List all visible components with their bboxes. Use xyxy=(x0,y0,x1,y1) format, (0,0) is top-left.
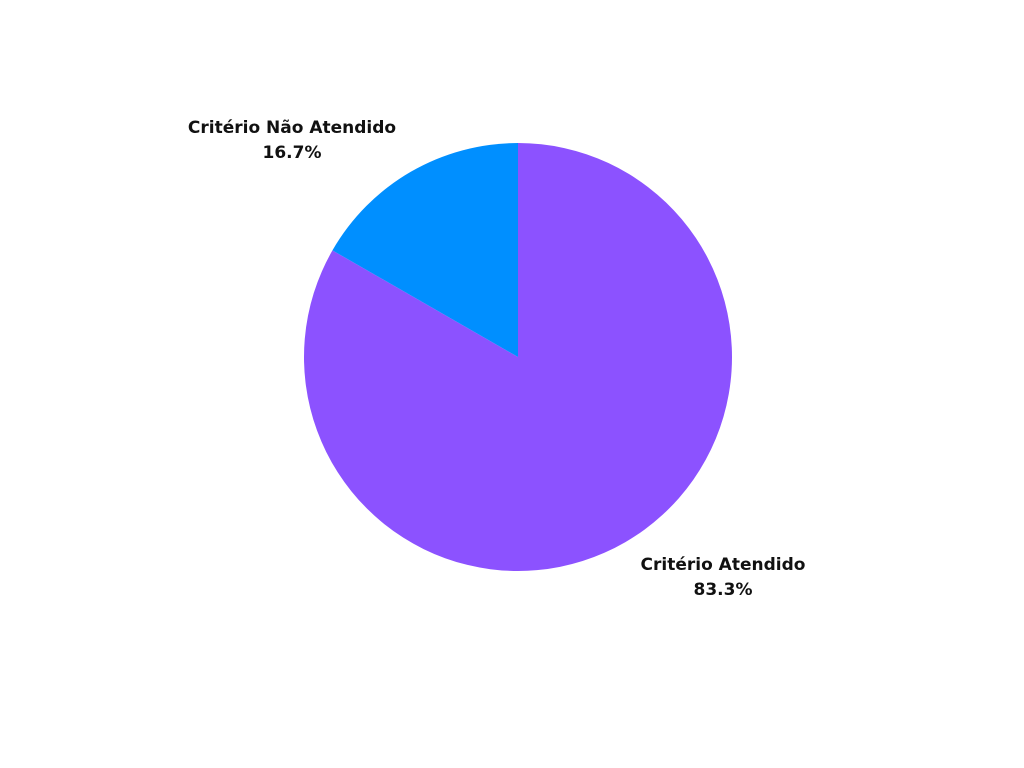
pie-slice-criterio-nao-atendido xyxy=(332,143,518,357)
slice-label-percent: 16.7% xyxy=(263,143,322,163)
pie-slice-criterio-atendido xyxy=(303,143,732,571)
slice-label-name: Critério Atendido xyxy=(641,555,806,575)
slice-label-criterio-atendido: Critério Atendido 83.3% xyxy=(641,555,806,600)
slice-label-criterio-nao-atendido: Critério Não Atendido 16.7% xyxy=(188,118,396,163)
slice-label-name: Critério Não Atendido xyxy=(188,118,396,138)
slice-label-percent: 83.3% xyxy=(694,580,753,600)
